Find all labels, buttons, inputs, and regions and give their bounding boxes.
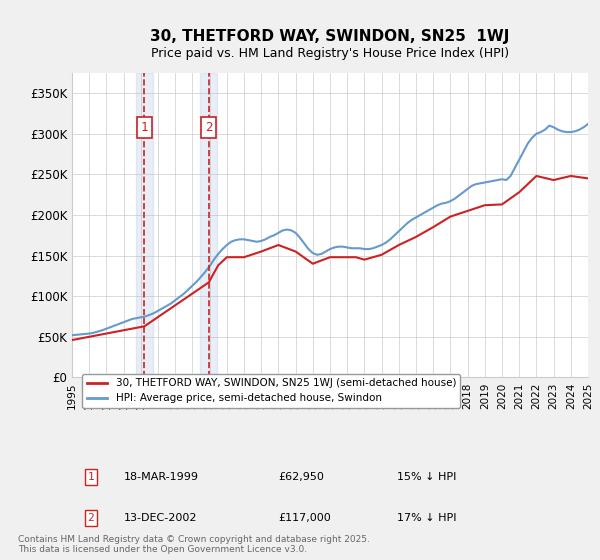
Text: 2: 2 (205, 121, 212, 134)
Text: £62,950: £62,950 (278, 472, 324, 482)
Text: 18-MAR-1999: 18-MAR-1999 (124, 472, 199, 482)
Legend: 30, THETFORD WAY, SWINDON, SN25 1WJ (semi-detached house), HPI: Average price, s: 30, THETFORD WAY, SWINDON, SN25 1WJ (sem… (82, 374, 460, 408)
Text: 15% ↓ HPI: 15% ↓ HPI (397, 472, 457, 482)
Text: 13-DEC-2002: 13-DEC-2002 (124, 513, 197, 523)
Text: Contains HM Land Registry data © Crown copyright and database right 2025.
This d: Contains HM Land Registry data © Crown c… (18, 535, 370, 554)
Bar (136, 73, 153, 377)
Text: Price paid vs. HM Land Registry's House Price Index (HPI): Price paid vs. HM Land Registry's House … (151, 46, 509, 60)
Text: 1: 1 (140, 121, 148, 134)
Text: 2: 2 (88, 513, 94, 523)
Text: 30, THETFORD WAY, SWINDON, SN25  1WJ: 30, THETFORD WAY, SWINDON, SN25 1WJ (151, 29, 509, 44)
Text: £117,000: £117,000 (278, 513, 331, 523)
Text: 17% ↓ HPI: 17% ↓ HPI (397, 513, 457, 523)
Text: 1: 1 (88, 472, 94, 482)
Bar (200, 73, 217, 377)
